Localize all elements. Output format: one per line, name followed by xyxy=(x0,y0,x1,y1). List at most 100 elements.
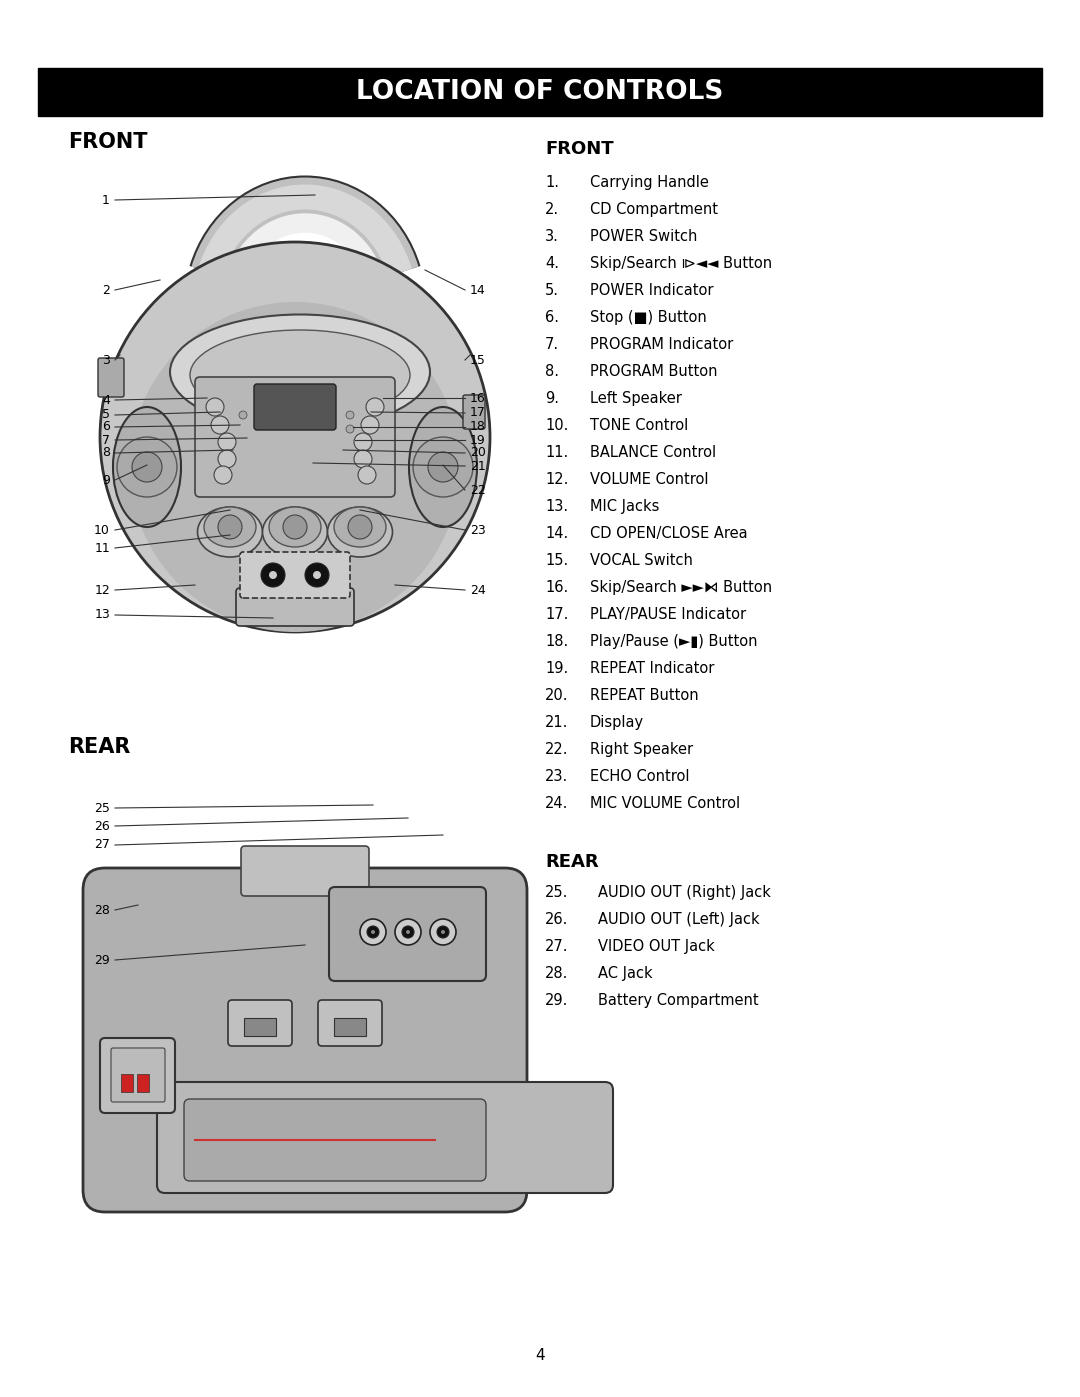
Text: REPEAT Indicator: REPEAT Indicator xyxy=(590,661,714,676)
Circle shape xyxy=(132,453,162,482)
Text: 10.: 10. xyxy=(545,418,568,433)
Circle shape xyxy=(211,416,229,434)
Text: 15.: 15. xyxy=(545,553,568,569)
Text: 14.: 14. xyxy=(545,527,568,541)
Circle shape xyxy=(430,919,456,944)
Text: REPEAT Button: REPEAT Button xyxy=(590,687,699,703)
Text: 10: 10 xyxy=(94,524,110,536)
Circle shape xyxy=(269,571,276,578)
Text: Skip/Search ►►⧑ Button: Skip/Search ►►⧑ Button xyxy=(590,580,772,595)
Text: VIDEO OUT Jack: VIDEO OUT Jack xyxy=(598,939,715,954)
Text: FRONT: FRONT xyxy=(545,140,613,158)
Text: 24.: 24. xyxy=(545,796,568,812)
Text: 5.: 5. xyxy=(545,284,559,298)
Circle shape xyxy=(348,515,372,539)
Text: AC Jack: AC Jack xyxy=(598,965,652,981)
Circle shape xyxy=(261,563,285,587)
Text: Stop (■) Button: Stop (■) Button xyxy=(590,310,706,326)
Ellipse shape xyxy=(198,507,262,557)
Circle shape xyxy=(428,453,458,482)
Text: 12.: 12. xyxy=(545,472,568,488)
Circle shape xyxy=(117,437,177,497)
Circle shape xyxy=(206,398,224,416)
Text: 5: 5 xyxy=(102,408,110,422)
Text: 8: 8 xyxy=(102,447,110,460)
Text: Right Speaker: Right Speaker xyxy=(590,742,693,757)
Text: 7: 7 xyxy=(102,433,110,447)
Circle shape xyxy=(360,919,386,944)
Ellipse shape xyxy=(190,330,410,420)
Text: REAR: REAR xyxy=(545,854,598,870)
Circle shape xyxy=(402,926,414,937)
Text: 25.: 25. xyxy=(545,886,568,900)
Circle shape xyxy=(372,930,375,935)
Circle shape xyxy=(305,563,329,587)
Text: 13: 13 xyxy=(94,609,110,622)
Text: 26.: 26. xyxy=(545,912,568,928)
Circle shape xyxy=(357,467,376,483)
Ellipse shape xyxy=(269,507,321,548)
Text: 3.: 3. xyxy=(545,229,558,244)
Text: ECHO Control: ECHO Control xyxy=(590,768,689,784)
Bar xyxy=(121,1074,133,1092)
FancyBboxPatch shape xyxy=(157,1083,613,1193)
Circle shape xyxy=(346,425,354,433)
Circle shape xyxy=(214,467,232,483)
Text: 16: 16 xyxy=(470,391,486,405)
Circle shape xyxy=(218,450,237,468)
Text: MIC VOLUME Control: MIC VOLUME Control xyxy=(590,796,740,812)
Bar xyxy=(334,1018,366,1037)
Ellipse shape xyxy=(262,507,327,557)
Text: 19: 19 xyxy=(470,433,486,447)
Text: AUDIO OUT (Right) Jack: AUDIO OUT (Right) Jack xyxy=(598,886,771,900)
FancyBboxPatch shape xyxy=(318,1000,382,1046)
Ellipse shape xyxy=(170,314,430,429)
Ellipse shape xyxy=(334,507,386,548)
FancyBboxPatch shape xyxy=(98,358,124,397)
Text: 29: 29 xyxy=(94,954,110,967)
Text: 16.: 16. xyxy=(545,580,568,595)
Text: 1: 1 xyxy=(103,194,110,207)
Text: PLAY/PAUSE Indicator: PLAY/PAUSE Indicator xyxy=(590,608,746,622)
FancyBboxPatch shape xyxy=(329,887,486,981)
FancyBboxPatch shape xyxy=(228,1000,292,1046)
Text: 25: 25 xyxy=(94,802,110,814)
Text: VOLUME Control: VOLUME Control xyxy=(590,472,708,488)
Text: 11.: 11. xyxy=(545,446,568,460)
FancyBboxPatch shape xyxy=(195,377,395,497)
FancyBboxPatch shape xyxy=(184,1099,486,1180)
Text: TONE Control: TONE Control xyxy=(590,418,688,433)
Circle shape xyxy=(218,515,242,539)
Text: 23: 23 xyxy=(470,524,486,536)
Text: 24: 24 xyxy=(470,584,486,597)
Circle shape xyxy=(313,571,321,578)
Text: 22: 22 xyxy=(470,483,486,496)
Text: 12: 12 xyxy=(94,584,110,597)
Text: CD Compartment: CD Compartment xyxy=(590,203,718,217)
Text: MIC Jacks: MIC Jacks xyxy=(590,499,660,514)
Text: 13.: 13. xyxy=(545,499,568,514)
Circle shape xyxy=(437,926,449,937)
Text: LOCATION OF CONTROLS: LOCATION OF CONTROLS xyxy=(356,80,724,105)
Text: 22.: 22. xyxy=(545,742,568,757)
Circle shape xyxy=(283,515,307,539)
Text: Display: Display xyxy=(590,715,644,731)
Circle shape xyxy=(100,242,490,631)
Text: PROGRAM Button: PROGRAM Button xyxy=(590,365,717,379)
Text: 6: 6 xyxy=(103,420,110,433)
Text: 7.: 7. xyxy=(545,337,559,352)
Text: 3: 3 xyxy=(103,353,110,366)
Circle shape xyxy=(361,416,379,434)
Text: 4.: 4. xyxy=(545,256,559,271)
Text: 9.: 9. xyxy=(545,391,559,407)
Ellipse shape xyxy=(409,407,477,527)
Text: 26: 26 xyxy=(94,820,110,833)
Text: 4: 4 xyxy=(536,1348,544,1362)
Text: Carrying Handle: Carrying Handle xyxy=(590,175,708,190)
Circle shape xyxy=(130,302,460,631)
Text: 9: 9 xyxy=(103,474,110,486)
Text: 20: 20 xyxy=(470,447,486,460)
Circle shape xyxy=(366,398,384,416)
Circle shape xyxy=(413,437,473,497)
Bar xyxy=(38,68,1042,116)
